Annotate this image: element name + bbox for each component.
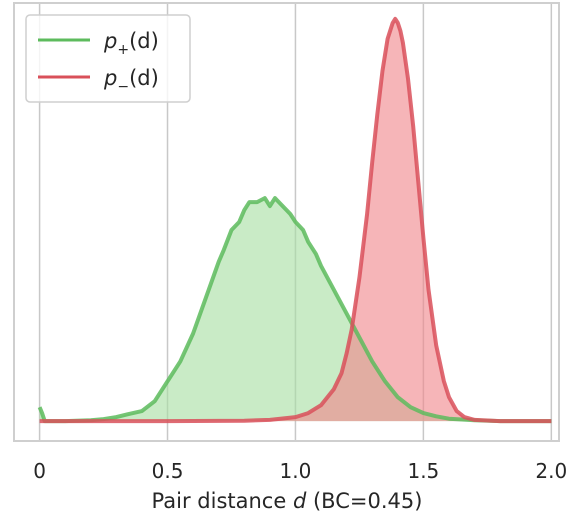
legend-label-p-plus-sub: + <box>117 42 129 58</box>
series-line-p-minusd <box>39 16 552 424</box>
series-fill-p-minusd <box>39 18 552 422</box>
x-tick-label-1: 0.5 <box>152 459 184 483</box>
series-lines <box>37 16 552 424</box>
legend-label-p-minus-base: p <box>103 66 117 90</box>
series-fill-p-plusd <box>39 198 552 422</box>
x-tick-label-4: 2.0 <box>535 459 567 483</box>
x-tick-labels: 0 0.5 1.0 1.5 2.0 <box>33 459 567 483</box>
legend-label-p-minus: p−(d) <box>103 66 159 95</box>
x-axis-label: Pair distance d (BC=0.45) <box>152 489 423 513</box>
legend-label-p-minus-arg: (d) <box>129 66 159 90</box>
legend: p+(d) p−(d) <box>25 14 191 103</box>
x-tick-label-0: 0 <box>33 459 46 483</box>
series-line-p-plusd <box>37 196 552 424</box>
x-tick-label-2: 1.0 <box>280 459 312 483</box>
legend-label-p-plus-arg: (d) <box>129 29 159 53</box>
x-axis-label-var: d <box>293 489 307 513</box>
legend-label-p-plus-base: p <box>103 29 117 53</box>
fill-areas <box>39 18 552 422</box>
legend-label-p-minus-sub: − <box>117 79 129 95</box>
x-tick-label-3: 1.5 <box>407 459 439 483</box>
legend-label-p-plus: p+(d) <box>103 29 159 58</box>
legend-box <box>25 14 191 103</box>
x-axis-label-text: Pair distance <box>152 489 287 513</box>
x-axis-label-suffix: (BC=0.45) <box>313 489 422 513</box>
plot-frame <box>13 2 560 442</box>
